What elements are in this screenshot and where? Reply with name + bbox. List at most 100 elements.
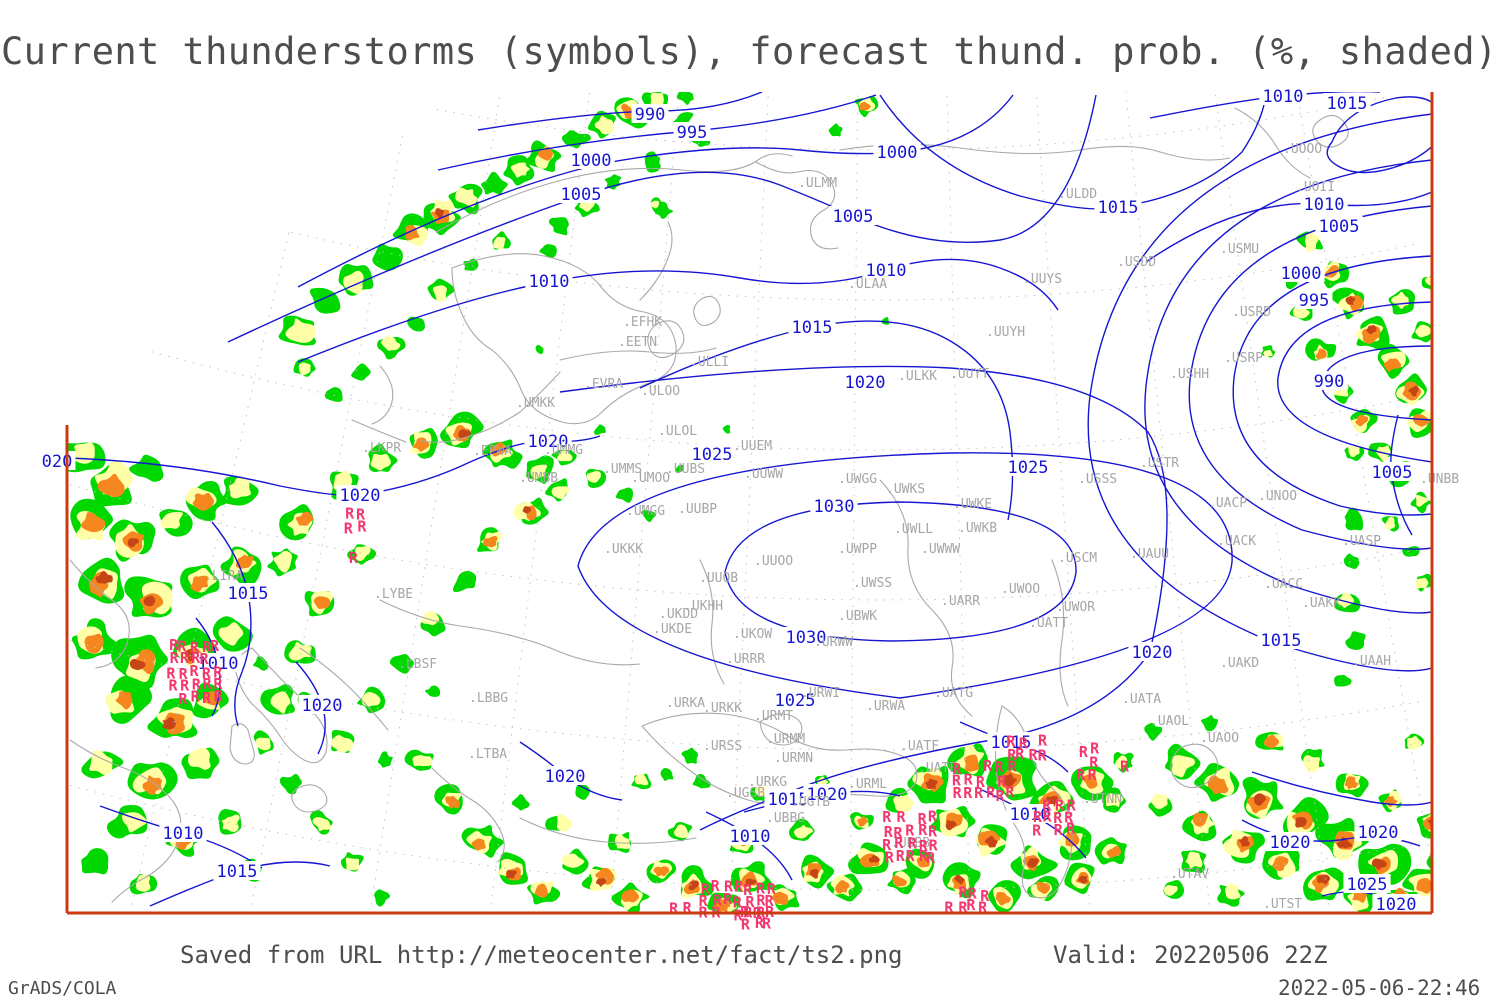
svg-text:.UAOL: .UAOL	[1150, 714, 1189, 729]
svg-text:1015: 1015	[1261, 631, 1302, 651]
svg-text:R: R	[1089, 754, 1099, 772]
svg-text:R: R	[767, 880, 777, 898]
svg-text:1030: 1030	[786, 628, 827, 648]
svg-text:.LBBG: .LBBG	[469, 691, 508, 706]
svg-text:.UUYT: .UUYT	[950, 367, 989, 382]
svg-text:1010: 1010	[163, 824, 204, 844]
svg-text:R: R	[1038, 731, 1048, 749]
svg-text:R: R	[995, 758, 1005, 776]
svg-text:1010: 1010	[1010, 805, 1051, 825]
svg-text:.UTAV: .UTAV	[1170, 867, 1209, 882]
svg-text:R: R	[1019, 734, 1029, 752]
svg-text:.UOOO: .UOOO	[1283, 142, 1322, 157]
svg-text:1030: 1030	[814, 497, 855, 517]
svg-text:.UNBB: .UNBB	[1420, 472, 1459, 487]
svg-text:1010: 1010	[529, 272, 570, 292]
svg-text:.ULMM: .ULMM	[798, 176, 837, 191]
svg-text:.EETN: .EETN	[618, 335, 657, 350]
svg-text:R: R	[701, 880, 711, 898]
svg-text:1025: 1025	[692, 445, 733, 465]
svg-text:R: R	[996, 787, 1006, 805]
svg-text:R: R	[976, 773, 986, 791]
svg-text:R: R	[723, 890, 733, 908]
svg-text:R: R	[1042, 797, 1052, 815]
svg-text:R: R	[1088, 766, 1098, 784]
svg-text:R: R	[733, 907, 743, 925]
svg-text:.EPWA: .EPWA	[473, 444, 512, 459]
svg-text:R: R	[683, 899, 693, 917]
svg-text:R: R	[952, 760, 962, 778]
svg-text:R: R	[959, 884, 969, 902]
svg-text:R: R	[214, 687, 224, 705]
svg-text:R: R	[906, 847, 916, 865]
svg-text:.URMT: .URMT	[754, 709, 793, 724]
svg-text:R: R	[1043, 807, 1053, 825]
svg-text:1010: 1010	[198, 654, 239, 674]
svg-text:R: R	[180, 676, 190, 694]
svg-text:R: R	[713, 892, 723, 910]
svg-text:1020: 1020	[545, 767, 586, 787]
svg-text:1020: 1020	[807, 785, 848, 805]
svg-text:.UMBB: .UMBB	[519, 471, 558, 486]
svg-text:.UUBS: .UUBS	[666, 462, 705, 477]
svg-text:R: R	[1033, 808, 1043, 826]
svg-text:990: 990	[635, 105, 666, 125]
svg-text:.USHH: .USHH	[1170, 367, 1209, 382]
source-url-note: Saved from URL http://meteocenter.net/fa…	[180, 941, 903, 969]
svg-text:.LTBA: .LTBA	[468, 747, 507, 762]
svg-text:R: R	[1006, 733, 1016, 751]
svg-text:R: R	[1005, 783, 1015, 801]
station-labels: .ULMM .ULDD .ULAA .USDD .USMU .UOOO .UOII .UUYS…	[204, 142, 1459, 912]
svg-text:.UTNN: .UTNN	[1083, 792, 1122, 807]
svg-text:.URKG: .URKG	[748, 775, 787, 790]
svg-text:1015: 1015	[991, 733, 1032, 753]
svg-text:.UATG: .UATG	[934, 686, 973, 701]
svg-text:1010: 1010	[1263, 87, 1304, 107]
svg-text:.LYBE: .LYBE	[374, 587, 413, 602]
svg-text:R: R	[944, 898, 954, 916]
svg-text:R: R	[191, 649, 201, 667]
svg-text:R: R	[202, 638, 212, 656]
svg-text:.USTR: .USTR	[1140, 456, 1179, 471]
svg-text:R: R	[210, 637, 220, 655]
svg-text:R: R	[986, 783, 996, 801]
svg-text:.URKK: .URKK	[703, 701, 742, 716]
svg-text:1025: 1025	[1347, 875, 1388, 895]
map-border	[65, 92, 1434, 915]
svg-text:.UUOO: .UUOO	[754, 554, 793, 569]
svg-text:R: R	[711, 877, 721, 895]
svg-text:R: R	[1038, 746, 1048, 764]
svg-text:R: R	[1079, 743, 1089, 761]
svg-text:R: R	[896, 847, 906, 865]
svg-text:R: R	[918, 821, 928, 839]
svg-text:.UAAH: .UAAH	[1352, 654, 1391, 669]
svg-text:.UACK: .UACK	[1217, 534, 1256, 549]
svg-text:.UBBB: .UBBB	[891, 836, 930, 851]
svg-text:.UATF: .UATF	[900, 739, 939, 754]
svg-text:.UUYH: .UUYH	[986, 325, 1025, 340]
svg-text:.URKA: .URKA	[666, 696, 705, 711]
svg-text:R: R	[919, 837, 929, 855]
svg-text:.UWGG: .UWGG	[838, 472, 877, 487]
svg-text:.UATA: .UATA	[1122, 692, 1161, 707]
svg-text:.UUOB: .UUOB	[699, 571, 738, 586]
svg-text:R: R	[968, 885, 978, 903]
thunderstorm-symbols: R R R RRR R R RR R R R RR R R R RR R R RR RR RRR RR R R R R R RR R R…	[166, 505, 1130, 934]
svg-text:R: R	[894, 834, 904, 852]
svg-text:995: 995	[1299, 291, 1330, 311]
svg-text:R: R	[983, 757, 993, 775]
svg-text:R: R	[213, 664, 223, 682]
svg-text:R: R	[190, 639, 200, 657]
svg-text:R: R	[734, 877, 744, 895]
svg-text:R: R	[202, 689, 212, 707]
svg-text:.UWSS: .UWSS	[853, 576, 892, 591]
svg-text:.ULOO: .ULOO	[641, 384, 680, 399]
svg-text:R: R	[980, 887, 990, 905]
svg-text:.LBSF: .LBSF	[398, 657, 437, 672]
svg-text:R: R	[928, 823, 938, 841]
svg-text:R: R	[178, 690, 188, 708]
svg-text:.URRR: .URRR	[726, 652, 765, 667]
svg-text:.UWKE: .UWKE	[953, 497, 992, 512]
